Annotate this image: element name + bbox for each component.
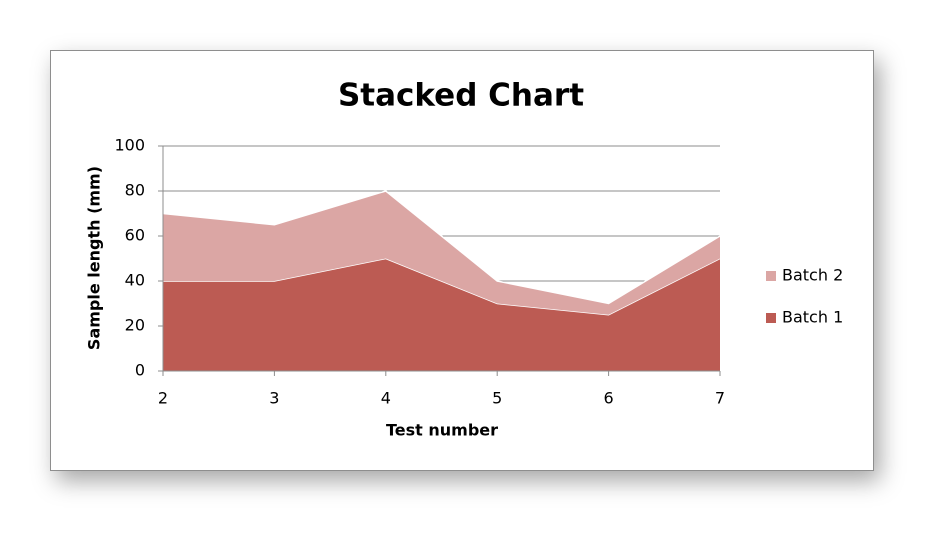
x-tick-label: 2 <box>158 389 168 408</box>
y-tick-label: 100 <box>114 136 145 155</box>
y-tick-label: 20 <box>125 316 145 335</box>
legend-swatch <box>766 271 776 281</box>
x-tick-label: 3 <box>269 389 279 408</box>
legend-label: Batch 2 <box>782 266 843 285</box>
y-axis-label: Sample length (mm) <box>85 166 104 350</box>
x-tick-label: 7 <box>715 389 725 408</box>
y-tick-label: 60 <box>125 226 145 245</box>
y-tick-label: 0 <box>135 361 145 380</box>
chart-title: Stacked Chart <box>338 78 584 114</box>
x-tick-label: 6 <box>604 389 614 408</box>
x-axis-label: Test number <box>386 421 498 440</box>
area-edge <box>162 190 721 305</box>
x-tick-label: 4 <box>381 389 391 408</box>
legend-swatch <box>766 313 776 323</box>
y-tick-label: 80 <box>125 181 145 200</box>
area <box>163 258 720 371</box>
area <box>163 191 720 315</box>
legend-label: Batch 1 <box>782 308 843 327</box>
y-tick-label: 40 <box>125 271 145 290</box>
x-tick-label: 5 <box>492 389 502 408</box>
